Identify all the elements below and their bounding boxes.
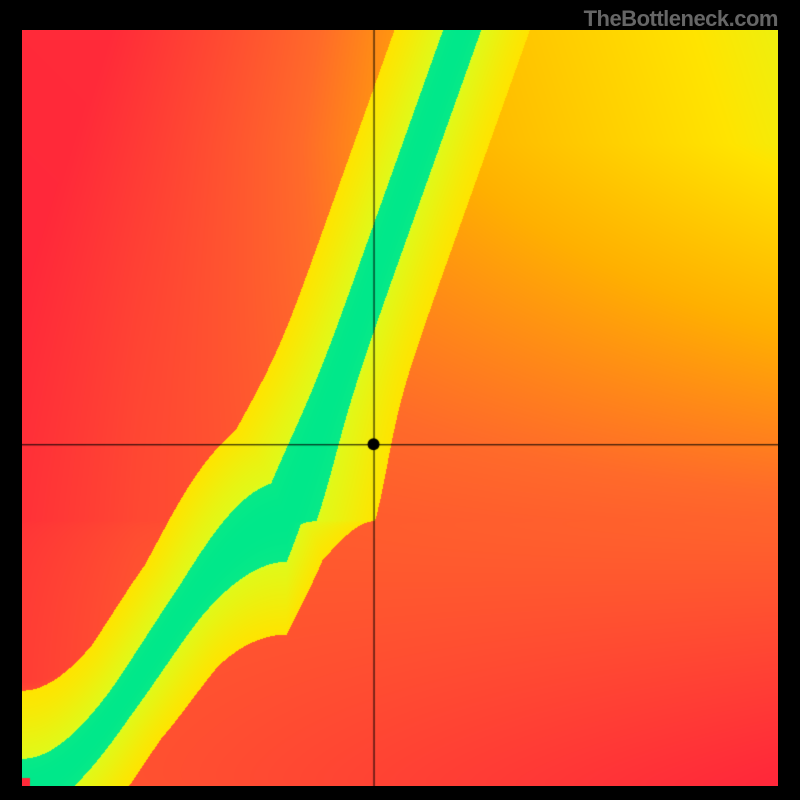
watermark-text: TheBottleneck.com	[584, 6, 778, 32]
bottleneck-heatmap	[22, 30, 778, 786]
chart-container: TheBottleneck.com	[0, 0, 800, 800]
